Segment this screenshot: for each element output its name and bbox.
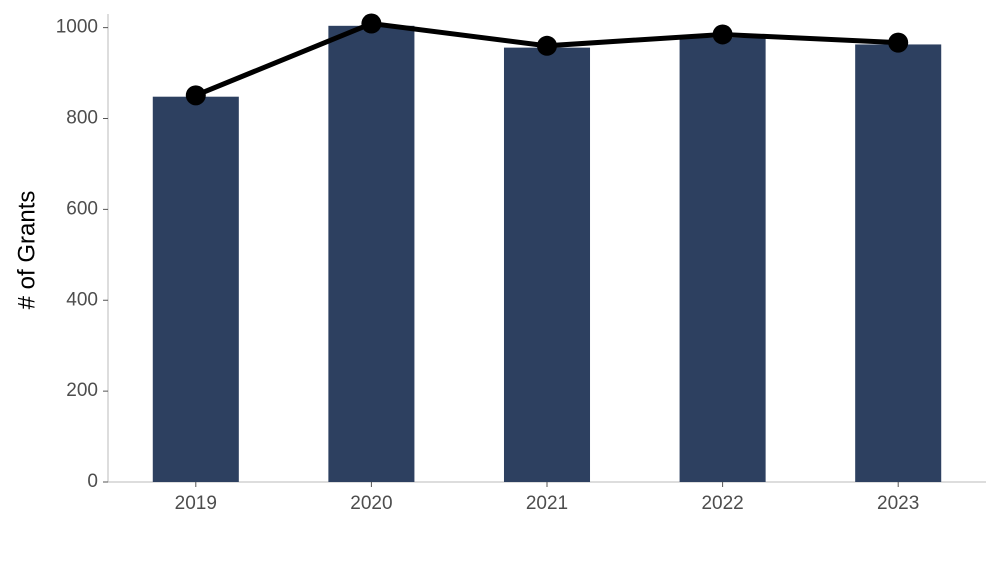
bar xyxy=(152,96,239,483)
x-tick-label: 2019 xyxy=(175,493,217,514)
point xyxy=(888,32,909,53)
x-tick-label: 2020 xyxy=(350,493,392,514)
bar xyxy=(503,47,591,483)
y-tick-label: 1000 xyxy=(56,17,98,38)
point xyxy=(712,24,733,45)
bar xyxy=(328,25,415,482)
bar xyxy=(855,44,942,482)
y-tick-label: 600 xyxy=(66,198,98,219)
y-tick-label: 400 xyxy=(66,289,98,310)
y-tick-label: 0 xyxy=(87,471,98,492)
y-tick-label: 800 xyxy=(66,108,98,129)
y-tick-label: 200 xyxy=(66,380,98,401)
y-axis-label: # of Grants xyxy=(13,191,40,310)
bar xyxy=(679,37,766,482)
x-tick-label: 2021 xyxy=(526,493,568,514)
x-tick-label: 2023 xyxy=(877,493,919,514)
point xyxy=(537,35,557,56)
x-tick-label: 2022 xyxy=(701,493,743,514)
point xyxy=(361,13,382,34)
point xyxy=(185,85,206,106)
